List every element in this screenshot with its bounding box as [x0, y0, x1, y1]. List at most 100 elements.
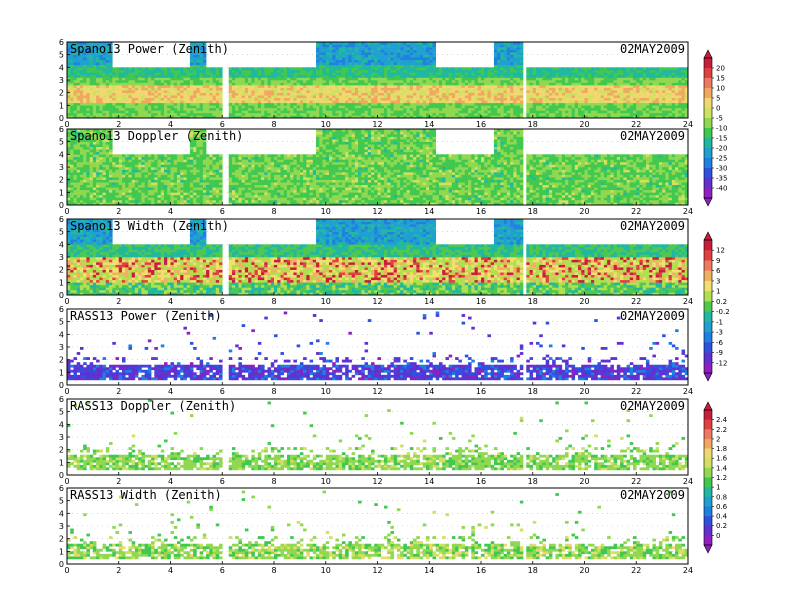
heat-cell	[232, 93, 236, 96]
heat-cell	[630, 103, 634, 106]
heat-cell	[468, 103, 472, 106]
heat-cell	[662, 72, 666, 75]
heat-cell	[103, 157, 107, 160]
heat-cell	[323, 105, 327, 108]
heat-cell	[682, 70, 686, 73]
heat-cell	[520, 70, 524, 73]
heat-cell	[171, 70, 175, 73]
heat-cell	[99, 144, 103, 147]
heat-cell	[672, 95, 676, 98]
heat-cell	[549, 113, 553, 116]
heat-cell	[423, 88, 427, 91]
heat-cell	[261, 80, 265, 83]
heat-cell	[449, 72, 453, 75]
heat-cell	[549, 80, 553, 83]
heat-cell	[623, 75, 627, 78]
heat-cell	[332, 93, 336, 96]
heat-cell	[187, 113, 191, 116]
heat-cell	[627, 67, 631, 70]
heat-cell	[504, 105, 508, 108]
heat-cell	[138, 77, 142, 80]
heat-cell	[555, 90, 559, 93]
heat-cell	[452, 75, 456, 78]
heat-cell	[442, 67, 446, 70]
heat-cell	[565, 95, 569, 98]
heat-cell	[484, 88, 488, 91]
heat-cell	[284, 100, 288, 103]
heat-cell	[99, 180, 103, 183]
heat-cell	[93, 80, 97, 83]
heat-cell	[513, 62, 517, 65]
heat-cell	[458, 72, 462, 75]
heat-cell	[678, 85, 682, 88]
heat-cell	[471, 108, 475, 111]
heat-cell	[559, 98, 563, 101]
heat-cell	[397, 60, 401, 63]
heat-cell	[652, 90, 656, 93]
heat-cell	[323, 103, 327, 106]
heat-cell	[310, 100, 314, 103]
heat-cell	[494, 103, 498, 106]
heat-cell	[164, 80, 168, 83]
heat-cell	[128, 113, 132, 116]
heat-cell	[232, 70, 236, 73]
heat-cell	[284, 72, 288, 75]
heat-cell	[310, 103, 314, 106]
heat-cell	[86, 72, 90, 75]
heat-cell	[432, 108, 436, 111]
heat-cell	[539, 93, 543, 96]
heat-cell	[316, 72, 320, 75]
heat-cell	[86, 83, 90, 86]
heat-cell	[326, 85, 330, 88]
heat-cell	[119, 72, 123, 75]
heat-cell	[77, 162, 81, 165]
heat-cell	[70, 149, 74, 152]
heat-cell	[407, 62, 411, 65]
heat-cell	[261, 70, 265, 73]
heat-cell	[99, 147, 103, 150]
heat-cell	[617, 100, 621, 103]
heat-cell	[533, 85, 537, 88]
heat-cell	[70, 147, 74, 150]
heat-cell	[264, 93, 268, 96]
heat-cell	[420, 98, 424, 101]
heat-cell	[591, 77, 595, 80]
heat-cell	[413, 57, 417, 60]
heat-cell	[565, 80, 569, 83]
heat-cell	[397, 98, 401, 101]
heat-cell	[568, 70, 572, 73]
heat-cell	[546, 113, 550, 116]
heat-cell	[203, 95, 207, 98]
heat-cell	[313, 108, 317, 111]
heat-cell	[183, 103, 187, 106]
heat-cell	[70, 75, 74, 78]
heat-cell	[209, 88, 213, 91]
heat-cell	[161, 70, 165, 73]
heat-cell	[513, 83, 517, 86]
heat-cell	[119, 83, 123, 86]
heat-cell	[339, 95, 343, 98]
heat-cell	[73, 162, 77, 165]
heat-cell	[471, 77, 475, 80]
heat-cell	[96, 200, 100, 203]
heat-cell	[352, 90, 356, 93]
heat-cell	[484, 80, 488, 83]
heat-cell	[167, 105, 171, 108]
heat-cell	[103, 147, 107, 150]
heat-cell	[669, 98, 673, 101]
heat-cell	[672, 83, 676, 86]
heat-cell	[652, 75, 656, 78]
heat-cell	[306, 98, 310, 101]
heat-cell	[329, 110, 333, 113]
heat-cell	[597, 85, 601, 88]
heat-cell	[132, 113, 136, 116]
heat-cell	[390, 90, 394, 93]
heat-cell	[138, 105, 142, 108]
heat-cell	[206, 67, 210, 70]
heat-cell	[232, 103, 236, 106]
heat-cell	[232, 72, 236, 75]
heat-cell	[196, 108, 200, 111]
heat-cell	[232, 110, 236, 113]
heat-cell	[533, 108, 537, 111]
heat-cell	[565, 98, 569, 101]
